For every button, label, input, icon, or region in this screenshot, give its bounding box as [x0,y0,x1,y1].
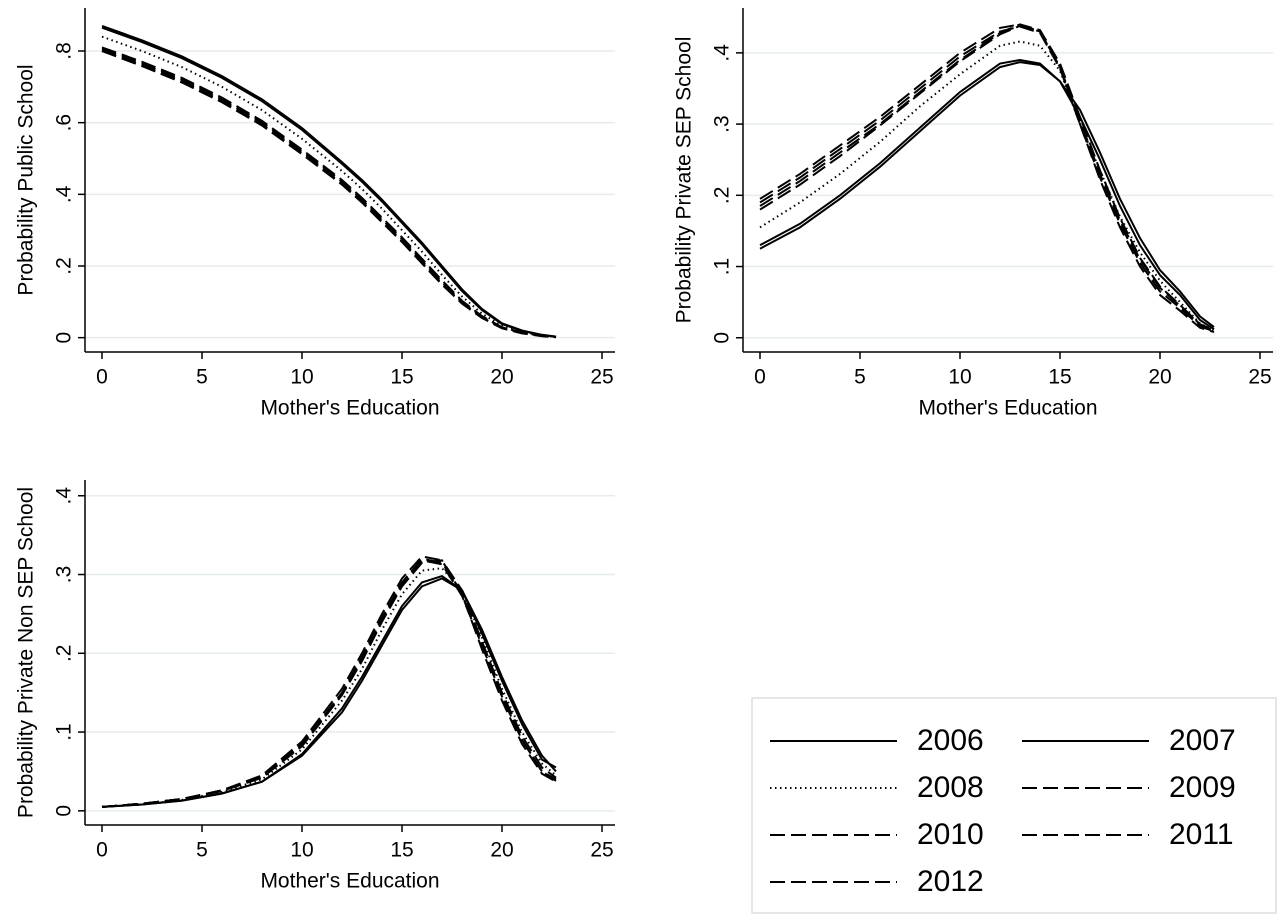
x-tick-label: 10 [290,839,313,862]
series-line [101,559,557,808]
legend-label: 2012 [917,865,984,898]
y-tick-label: .6 [53,114,76,132]
series-line [101,35,557,338]
x-axis-title: Mother's Education [260,397,439,420]
legend-label: 2009 [1169,771,1236,804]
x-tick-label: 0 [754,366,766,389]
series-line [101,48,557,338]
series-line [101,574,557,808]
legend-label: 2011 [1169,818,1234,851]
x-tick-label: 10 [290,366,313,389]
y-tick-label: .1 [711,258,734,276]
y-axis-title: Probability Private Non SEP School [15,487,38,818]
series-line [759,24,1215,334]
y-tick-label: 0 [53,332,76,344]
y-axis-title: Probability Public School [15,64,38,295]
series-line [759,23,1215,331]
x-tick-label: 15 [390,839,413,862]
y-tick-label: .3 [53,566,76,584]
y-tick-label: .4 [711,44,734,62]
x-tick-label: 20 [490,366,513,389]
legend-box [751,697,1277,914]
panel: 0 .1 .2 .3 .4 0 5 10 15 20 25 Mother's Education Pro… [673,8,1273,420]
x-tick-label: 15 [390,366,413,389]
series-line [101,26,557,338]
series-line [101,559,557,808]
series-line [101,46,557,338]
x-tick-label: 20 [1148,366,1171,389]
y-tick-label: .8 [53,42,76,60]
x-tick-label: 25 [1248,366,1271,389]
legend-label: 2007 [1169,724,1236,757]
series-line [101,567,557,808]
y-tick-label: 0 [53,805,76,817]
x-tick-label: 10 [948,366,971,389]
legend-label: 2006 [917,724,984,757]
y-tick-label: .2 [711,187,734,205]
series-line [101,557,557,808]
x-tick-label: 5 [196,839,208,862]
legend-label: 2010 [917,818,984,851]
series-line [759,40,1215,332]
legend-label: 2008 [917,771,984,804]
series-line [759,23,1215,332]
y-tick-label: .1 [53,723,76,741]
y-tick-label: .2 [53,645,76,663]
panel: 0 .1 .2 .3 .4 0 5 10 15 20 25 Mother's Education Pro… [15,480,615,893]
x-tick-label: 25 [590,839,613,862]
y-tick-label: .4 [53,185,76,203]
x-tick-label: 20 [490,839,513,862]
y-tick-label: .4 [53,487,76,505]
x-tick-label: 15 [1048,366,1071,389]
y-axis-title: Probability Private SEP School [673,37,696,324]
legend: 2006 2007 2008 2009 2010 2011 2012 [751,697,1277,914]
y-tick-label: .2 [53,257,76,275]
series-line [759,58,1215,328]
y-tick-label: .3 [711,115,734,133]
series-line [101,577,557,808]
series-line [101,555,557,808]
x-axis-title: Mother's Education [918,397,1097,420]
x-tick-label: 5 [854,366,866,389]
series-line [759,61,1215,331]
y-tick-label: 0 [711,332,734,344]
panel: 0 .2 .4 .6 .8 0 5 10 15 20 25 Mother's Education Pro… [15,8,615,420]
x-axis-title: Mother's Education [260,870,439,893]
series-line [101,50,557,339]
x-tick-label: 25 [590,366,613,389]
x-tick-label: 0 [96,839,108,862]
x-tick-label: 5 [196,366,208,389]
x-tick-label: 0 [96,366,108,389]
